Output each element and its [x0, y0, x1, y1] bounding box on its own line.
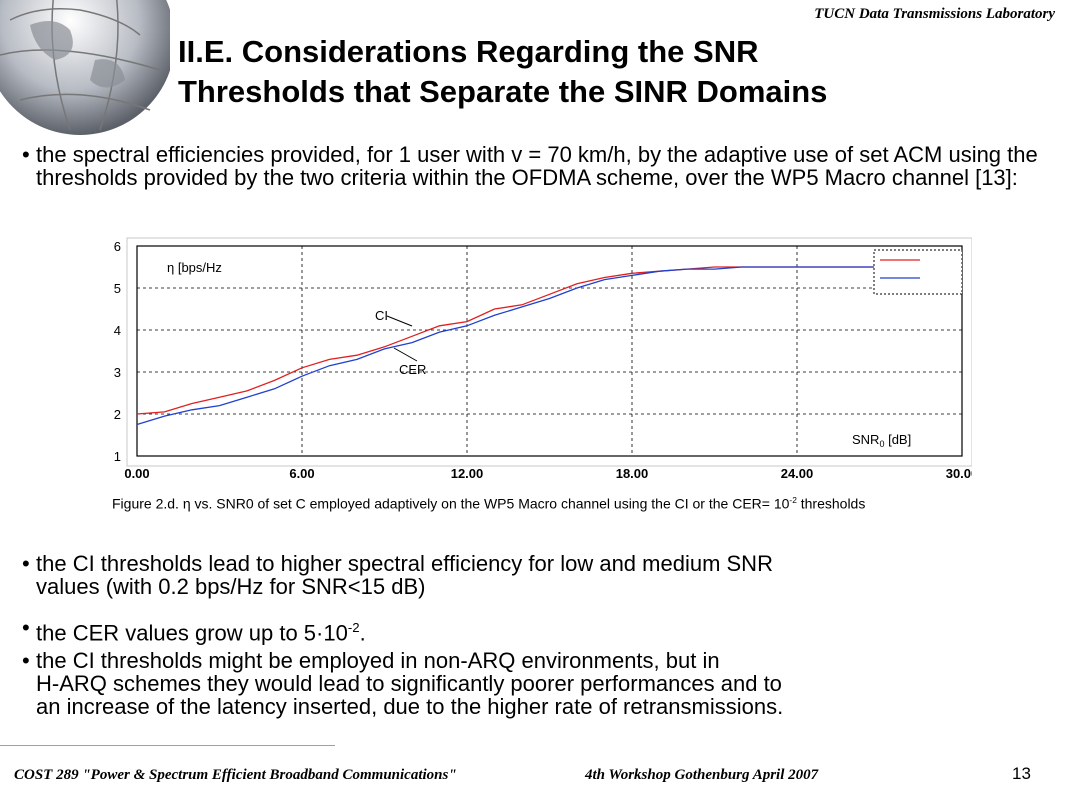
bullet-exponent: -2 [347, 620, 360, 635]
y-axis-label: η [bps/Hz [167, 260, 222, 275]
title-line-2: Thresholds that Separate the SINR Domain… [178, 74, 828, 109]
annotation-ci-arrow [386, 315, 413, 327]
plot-area [136, 245, 963, 457]
bullet-text: the spectral efficiencies provided, for … [36, 142, 1038, 190]
x-tick-label: 24.00 [781, 466, 814, 481]
bullet-line: an increase of the latency inserted, due… [36, 694, 784, 719]
slide-title: II.E. Considerations Regarding the SNR T… [178, 32, 1048, 112]
y-tick-label: 1 [114, 449, 121, 464]
bullet-text: the CI thresholds might be employed in n… [36, 649, 783, 718]
bullet-line: the CI thresholds might be employed in n… [36, 648, 720, 673]
annotation-cer-arrow [393, 347, 418, 362]
y-tick-label: 5 [114, 281, 121, 296]
globe-logo [0, 0, 170, 135]
annotation-ci: CI [375, 308, 388, 323]
x-tick-label: 0.00 [124, 466, 149, 481]
bullet-text-main: the CER values grow up to 5·10 [36, 620, 348, 646]
chart: 0.00 6.00 12.00 18.00 24.00 30.00 1 2 3 4 5 6 η [bps… [112, 236, 978, 488]
series-line-cer [136, 266, 962, 426]
bullet-dot: • [22, 615, 30, 640]
y-tick-label: 3 [114, 365, 121, 380]
bullet-dot: • [22, 142, 30, 167]
bullet-line: the CI thresholds lead to higher spectra… [36, 551, 773, 576]
page-number: 13 [1012, 764, 1031, 783]
caption-text: Figure 2.d. η vs. SNR0 of set C employed… [112, 495, 790, 512]
bullet-dot: • [22, 648, 30, 673]
footer-conference: COST 289 "Power & Spectrum Efficient Bro… [14, 767, 457, 783]
footer-workshop: 4th Workshop Gothenburg April 2007 [585, 767, 819, 783]
caption-exponent: -2 [789, 495, 797, 505]
bullet-text: the CER values grow up to 5·10-2. [36, 616, 366, 644]
caption-tail: thresholds [796, 495, 866, 512]
footer-divider [0, 745, 335, 746]
bullet-text-end: . [359, 620, 366, 646]
x-tick-label: 6.00 [289, 466, 314, 481]
figure-caption: Figure 2.d. η vs. SNR0 of set C employed… [112, 495, 1057, 512]
annotation-cer: CER [399, 362, 426, 377]
x-tick-label: 12.00 [451, 466, 484, 481]
y-tick-label: 6 [114, 239, 121, 254]
legend-box [873, 249, 963, 295]
x-tick-label: 30.00 [946, 466, 972, 481]
chart-svg: 0.00 6.00 12.00 18.00 24.00 30.00 1 2 3 4 5 6 η [bps… [114, 237, 978, 481]
title-line-1: II.E. Considerations Regarding the SNR [178, 34, 759, 69]
y-tick-label: 4 [114, 323, 121, 338]
bullet-line: values (with 0.2 bps/Hz for SNR<15 dB) [36, 574, 426, 599]
x-axis-label: SNR0 [dB] [852, 432, 911, 449]
bullet-text: the CI thresholds lead to higher spectra… [36, 552, 773, 598]
y-tick-label: 2 [114, 407, 121, 422]
x-tick-label: 18.00 [616, 466, 649, 481]
bullet-line: H-ARQ schemes they would lead to signifi… [36, 671, 782, 696]
bullet-dot: • [22, 551, 30, 576]
lab-name: TUCN Data Transmissions Laboratory [814, 6, 1055, 22]
